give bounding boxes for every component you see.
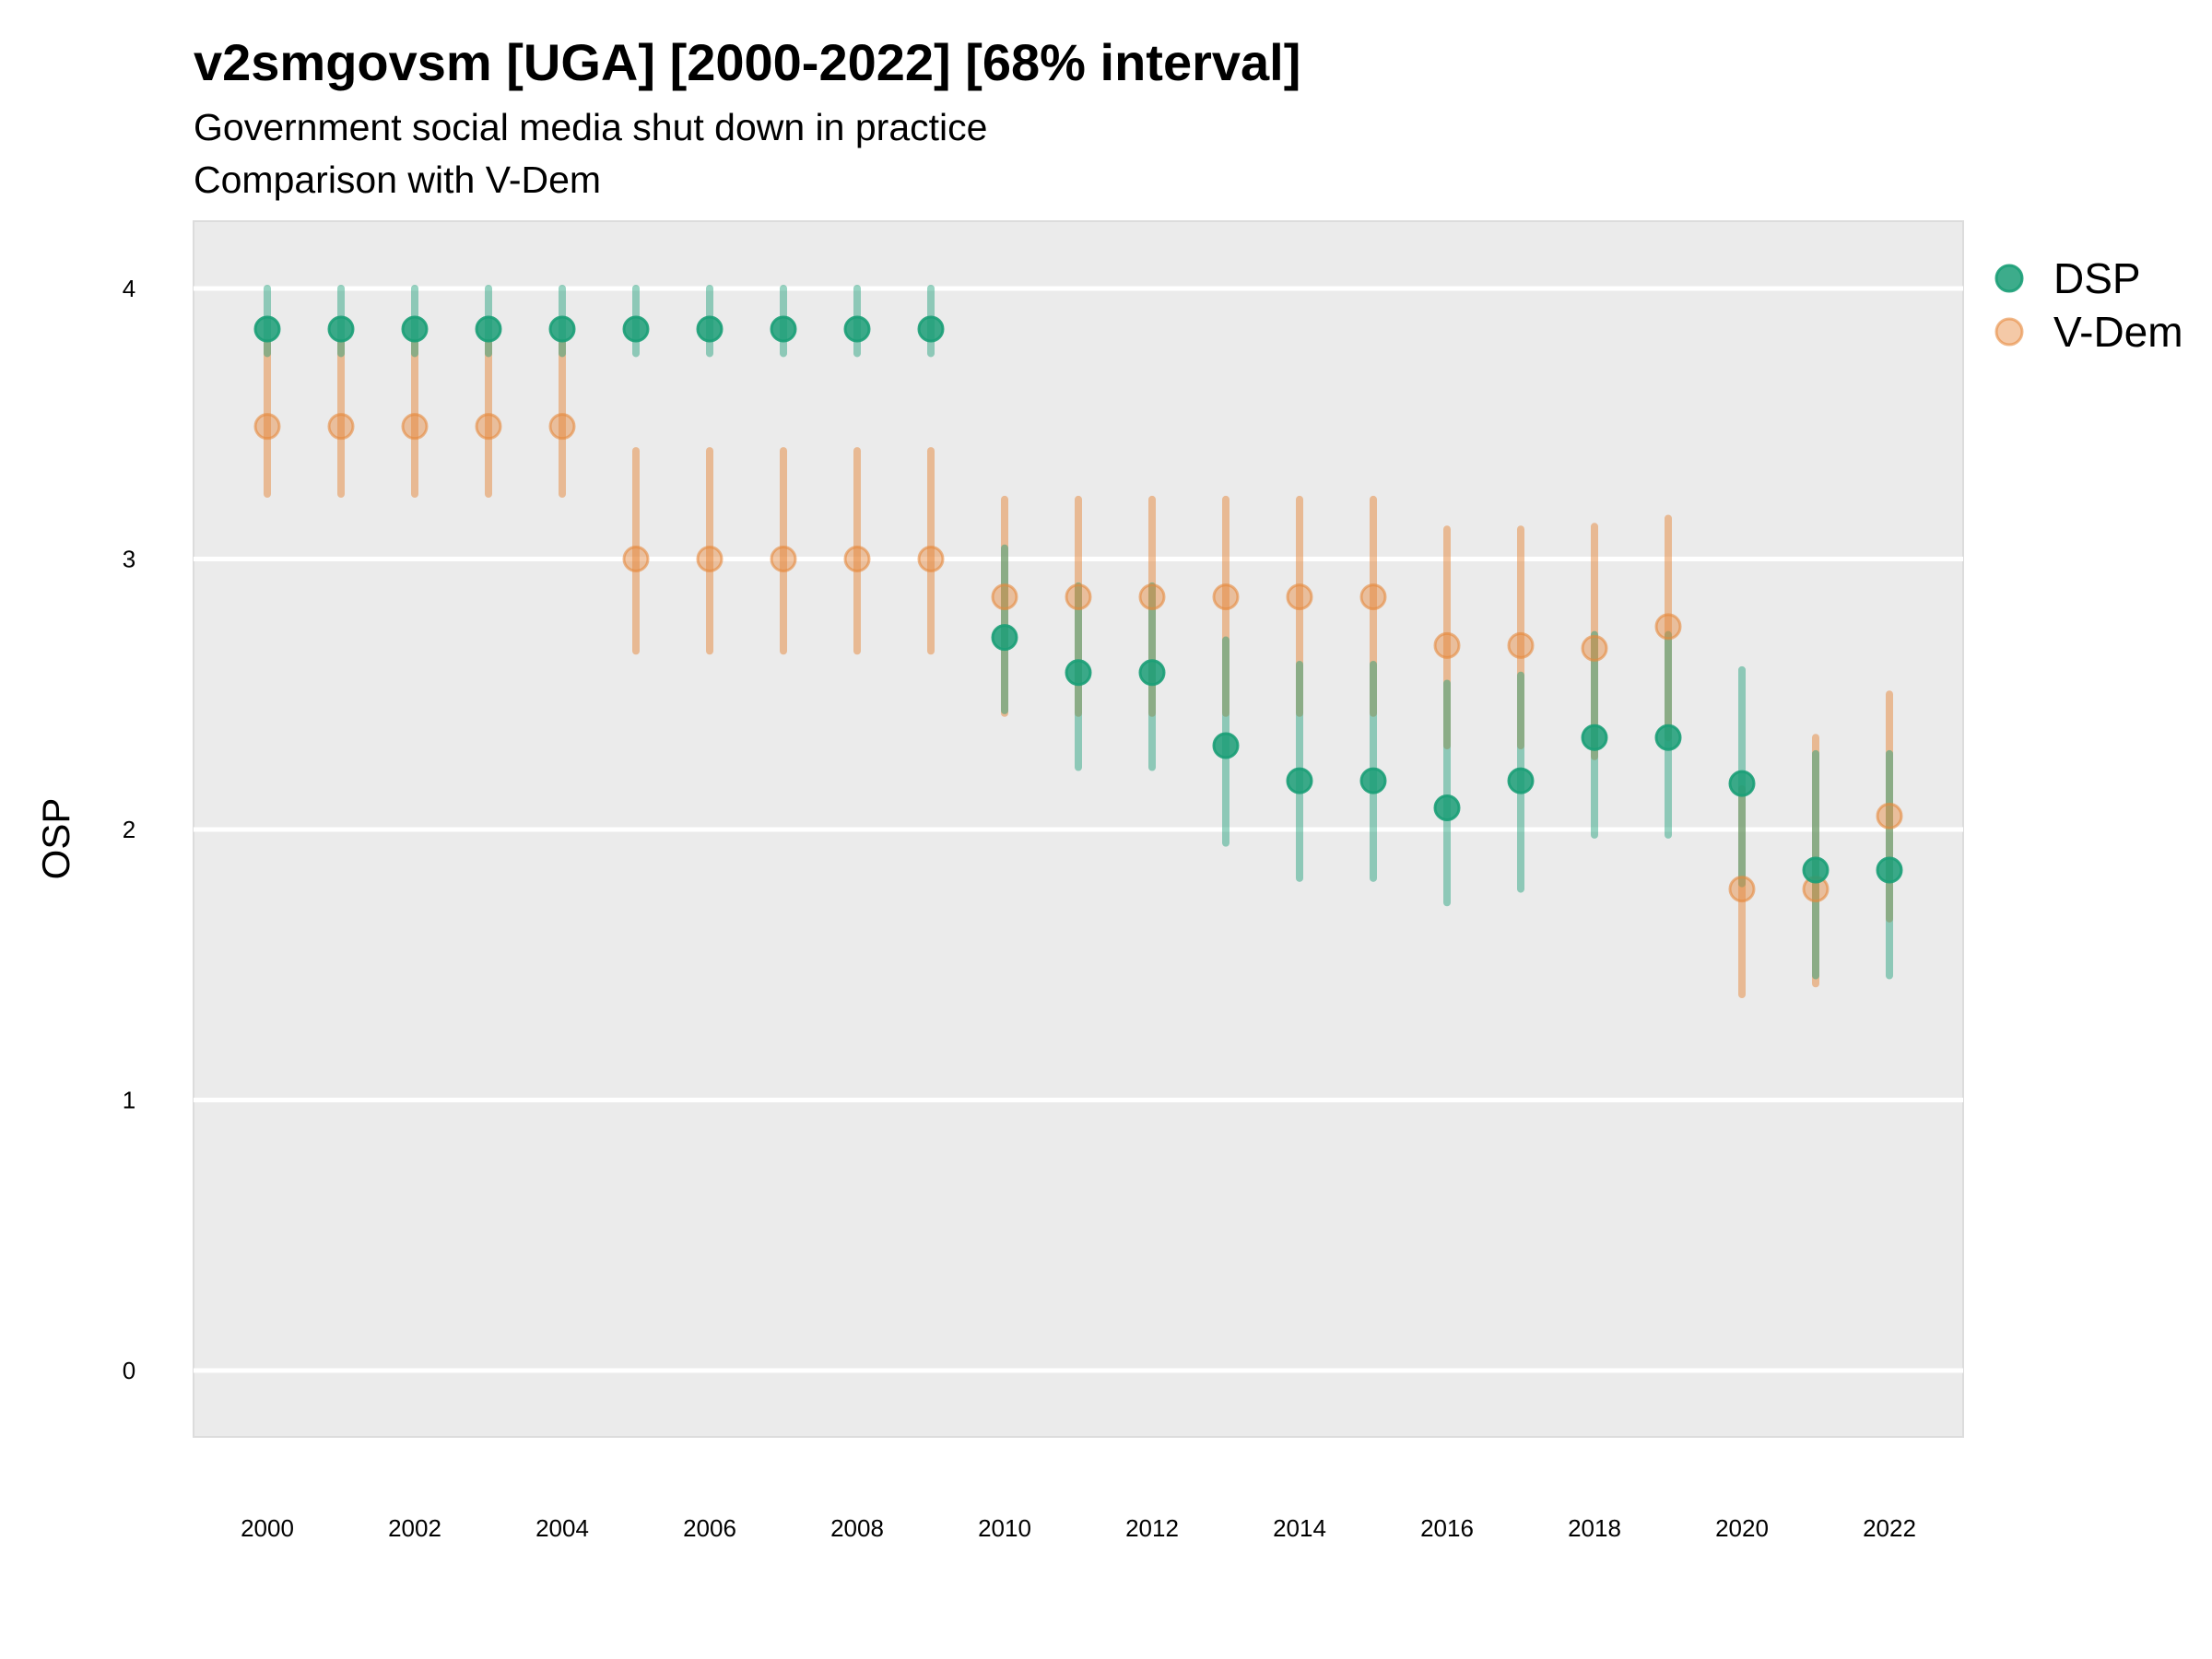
y-axis-ticks: 0 1 2 3 4 (123, 275, 135, 1384)
v-dem-point-2013 (1212, 583, 1240, 611)
v-dem-point-2020 (1728, 876, 1756, 903)
v-dem-point-2018 (1581, 634, 1608, 662)
v-dem-point-2017 (1507, 631, 1535, 659)
y-tick-label: 3 (123, 546, 135, 573)
v-dem-point-2019 (1654, 613, 1682, 641)
legend-key-v-dem (1994, 317, 2024, 347)
dsp-point-2002 (401, 315, 429, 343)
x-tick-label: 2012 (1125, 1514, 1179, 1542)
v-dem-point-2011 (1065, 583, 1092, 611)
dsp-point-2021 (1802, 856, 1830, 884)
dsp-point-2009 (917, 315, 945, 343)
v-dem-point-2000 (253, 413, 281, 441)
dsp-point-2019 (1654, 724, 1682, 751)
dsp-point-2017 (1507, 767, 1535, 794)
x-tick-label: 2004 (535, 1514, 589, 1542)
v-dem-point-2014 (1286, 583, 1313, 611)
dsp-point-2012 (1138, 659, 1166, 687)
v-dem-point-2015 (1359, 583, 1387, 611)
y-axis-label: OSP (34, 798, 77, 880)
legend-label-dsp: DSP (2053, 254, 2141, 302)
dsp-point-2010 (991, 624, 1018, 652)
v-dem-point-2006 (696, 546, 724, 572)
x-tick-label: 2006 (683, 1514, 736, 1542)
x-tick-label: 2008 (830, 1514, 884, 1542)
x-tick-label: 2002 (388, 1514, 441, 1542)
v-dem-point-2022 (1876, 802, 1903, 830)
v-dem-point-2005 (622, 546, 650, 572)
dsp-point-2022 (1876, 856, 1903, 884)
dsp-point-2000 (253, 315, 281, 343)
dsp-point-2007 (770, 315, 797, 343)
gridlines (194, 286, 1963, 1373)
dsp-point-2001 (327, 315, 355, 343)
v-dem-point-2007 (770, 546, 797, 572)
legend: DSP V-Dem (1994, 254, 2183, 356)
chart-subtitle: Government social media shut down in pra… (194, 106, 988, 148)
x-tick-label: 2020 (1715, 1514, 1769, 1542)
dsp-point-2004 (548, 315, 576, 343)
dsp-point-2005 (622, 315, 650, 343)
v-dem-point-2002 (401, 413, 429, 441)
legend-label-v-dem: V-Dem (2053, 308, 2183, 356)
v-dem-point-2016 (1433, 631, 1461, 659)
v-dem-point-2012 (1138, 583, 1166, 611)
y-tick-label: 4 (123, 275, 135, 302)
dsp-point-2003 (475, 315, 502, 343)
dsp-point-2015 (1359, 767, 1387, 794)
dsp-point-2014 (1286, 767, 1313, 794)
chart-subtitle-comparison: Comparison with V-Dem (194, 159, 602, 201)
y-tick-label: 1 (123, 1087, 135, 1114)
dsp-point-2020 (1728, 770, 1756, 797)
dsp-point-2008 (843, 315, 871, 343)
x-tick-label: 2014 (1273, 1514, 1326, 1542)
dsp-point-2013 (1212, 732, 1240, 759)
v-dem-point-2001 (327, 413, 355, 441)
data-points (253, 315, 1903, 903)
dsp-point-2016 (1433, 794, 1461, 822)
x-tick-label: 2010 (978, 1514, 1031, 1542)
v-dem-point-2004 (548, 413, 576, 441)
x-tick-label: 2018 (1568, 1514, 1621, 1542)
x-tick-label: 2022 (1863, 1514, 1916, 1542)
dsp-point-2018 (1581, 724, 1608, 751)
y-tick-label: 0 (123, 1357, 135, 1384)
x-tick-label: 2000 (241, 1514, 294, 1542)
x-tick-label: 2016 (1420, 1514, 1474, 1542)
dsp-point-2011 (1065, 659, 1092, 687)
v-dem-point-2009 (917, 546, 945, 572)
chart-title: v2smgovsm [UGA] [2000-2022] [68% interva… (194, 33, 1301, 91)
y-tick-label: 2 (123, 816, 135, 843)
legend-key-dsp (1994, 264, 2024, 293)
v-dem-point-2010 (991, 583, 1018, 611)
v-dem-point-2008 (843, 546, 871, 572)
x-axis-ticks: 2000 2002 2004 2006 2008 2010 2012 2014 2016 2018… (241, 1514, 1916, 1542)
v-dem-point-2003 (475, 413, 502, 441)
dsp-point-2006 (696, 315, 724, 343)
